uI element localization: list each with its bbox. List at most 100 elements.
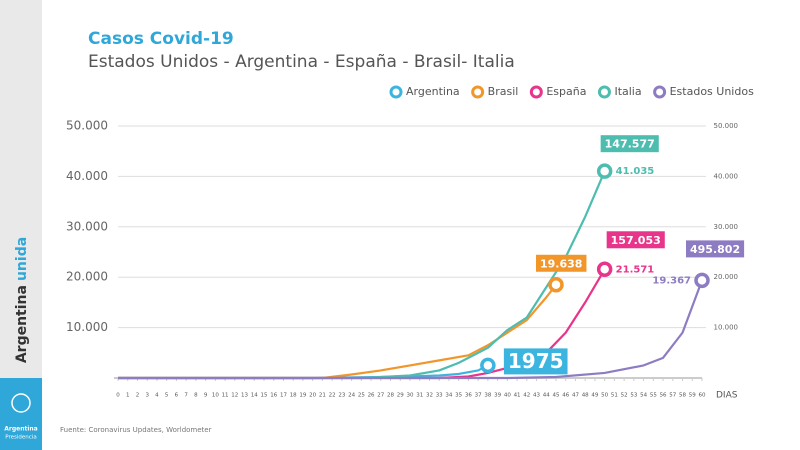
- logo-box: [0, 378, 42, 450]
- y-tick-label: 30.000: [66, 219, 108, 233]
- logo-emblem: [11, 393, 31, 413]
- x-tick-label: 31: [416, 393, 423, 399]
- series-line: [118, 280, 704, 380]
- end-marker: [548, 277, 564, 293]
- x-tick-label: 55: [650, 393, 657, 399]
- x-tick-label: 25: [358, 393, 365, 399]
- end-label: 41.035: [616, 166, 655, 177]
- x-tick-label: 8: [194, 393, 198, 399]
- annotation: 495.802: [686, 240, 745, 258]
- x-tick-label: 32: [426, 393, 433, 399]
- logo-text: Argentina: [4, 426, 37, 433]
- x-tick-label: 10: [212, 393, 219, 399]
- x-tick-label: 60: [699, 393, 706, 399]
- legend-marker: [389, 85, 403, 99]
- x-tick-label: 36: [465, 393, 472, 399]
- x-tick-label: 5: [165, 393, 169, 399]
- y2-tick-label: 30.000: [714, 223, 739, 231]
- annotation-label: 157.053: [611, 234, 661, 247]
- x-tick-label: 11: [222, 393, 229, 399]
- x-tick-label: 44: [543, 393, 550, 399]
- x-tick-label: 39: [494, 393, 501, 399]
- x-tick-label: 6: [175, 393, 179, 399]
- x-tick-label: 3: [145, 393, 149, 399]
- y2-tick-label: 40.000: [714, 172, 739, 180]
- brand-light: unida: [14, 237, 30, 281]
- brand: Argentina unida: [14, 237, 30, 363]
- y-tick-label: 20.000: [66, 270, 108, 284]
- x-tick-label: 4: [155, 393, 159, 399]
- brand-dark: Argentina: [14, 285, 30, 363]
- x-tick-label: 58: [679, 393, 686, 399]
- annotation-box: [686, 240, 745, 258]
- x-tick-label: 54: [640, 393, 647, 399]
- x-tick-label: 15: [261, 393, 268, 399]
- end-marker: [480, 357, 496, 374]
- x-tick-label: 27: [377, 393, 384, 399]
- x-tick-label: 46: [562, 393, 569, 399]
- x-tick-label: 56: [660, 393, 667, 399]
- y2-tick-label: 10.000: [714, 324, 739, 332]
- annotation-box: [600, 135, 659, 153]
- x-tick-label: 14: [251, 393, 258, 399]
- source: Fuente: Coronavirus Updates, Worldometer: [60, 426, 212, 434]
- x-tick-label: 20: [309, 393, 316, 399]
- x-tick-label: 45: [553, 393, 560, 399]
- x-tick-label: 24: [348, 393, 355, 399]
- x-tick-label: 7: [184, 393, 188, 399]
- x-tick-label: 23: [338, 393, 345, 399]
- end-label: 19.367: [652, 275, 691, 286]
- x-tick-label: 2: [136, 393, 140, 399]
- chart-subtitle: Estados Unidos - Argentina - España - Br…: [88, 52, 515, 72]
- legend-marker: [597, 85, 611, 99]
- annotation: 147.577: [600, 135, 659, 153]
- x-tick-label: 22: [329, 393, 336, 399]
- annotation: 1975: [503, 348, 568, 375]
- x-tick-label: 47: [572, 393, 579, 399]
- annotation-box: [536, 254, 587, 272]
- annotation-label: 495.802: [690, 243, 740, 256]
- annotation-label: 19.638: [540, 257, 582, 270]
- x-tick-label: 33: [436, 393, 443, 399]
- x-tick-label: 26: [368, 393, 375, 399]
- x-tick-label: 19: [299, 393, 306, 399]
- legend-label: Argentina: [406, 85, 460, 98]
- x-tick-label: 48: [582, 393, 589, 399]
- x-tick-label: 30: [407, 393, 414, 399]
- x-tick-label: 12: [231, 393, 238, 399]
- x-tick-label: 50: [601, 393, 608, 399]
- x-tick-label: 21: [319, 393, 326, 399]
- end-marker: [596, 163, 613, 179]
- annotation: 19.638: [536, 254, 587, 272]
- logo-text: Presidencia: [5, 435, 36, 441]
- chart-title: Casos Covid-19: [88, 29, 234, 49]
- legend-marker: [471, 85, 485, 99]
- annotation-box: [606, 231, 665, 249]
- legend-label: Italia: [614, 85, 641, 98]
- x-tick-label: 42: [523, 393, 530, 399]
- x-tick-label: 9: [204, 393, 208, 399]
- end-marker: [694, 272, 710, 289]
- series-line: [118, 284, 557, 380]
- x-tick-label: 49: [591, 393, 598, 399]
- x-tick-label: 52: [621, 393, 628, 399]
- x-tick-label: 1: [126, 393, 130, 399]
- x-tick-label: 59: [689, 393, 696, 399]
- y-tick-label: 40.000: [66, 169, 108, 183]
- x-tick-label: 53: [630, 393, 637, 399]
- x-tick-label: 0: [116, 393, 120, 399]
- y-tick-label: 50.000: [66, 119, 108, 133]
- x-tick-label: 16: [270, 393, 277, 399]
- legend-label: España: [546, 85, 586, 98]
- y2-tick-label: 50.000: [714, 122, 739, 130]
- annotation-label: 1975: [508, 349, 564, 373]
- y2-tick-label: 20.000: [714, 273, 739, 281]
- legend-marker: [653, 85, 667, 99]
- end-label: 21.571: [616, 264, 655, 275]
- end-marker: [596, 261, 613, 278]
- annotation-label: 147.577: [605, 138, 655, 151]
- x-tick-label: 51: [611, 393, 618, 399]
- sidebar: [0, 0, 42, 450]
- x-tick-label: 29: [397, 393, 404, 399]
